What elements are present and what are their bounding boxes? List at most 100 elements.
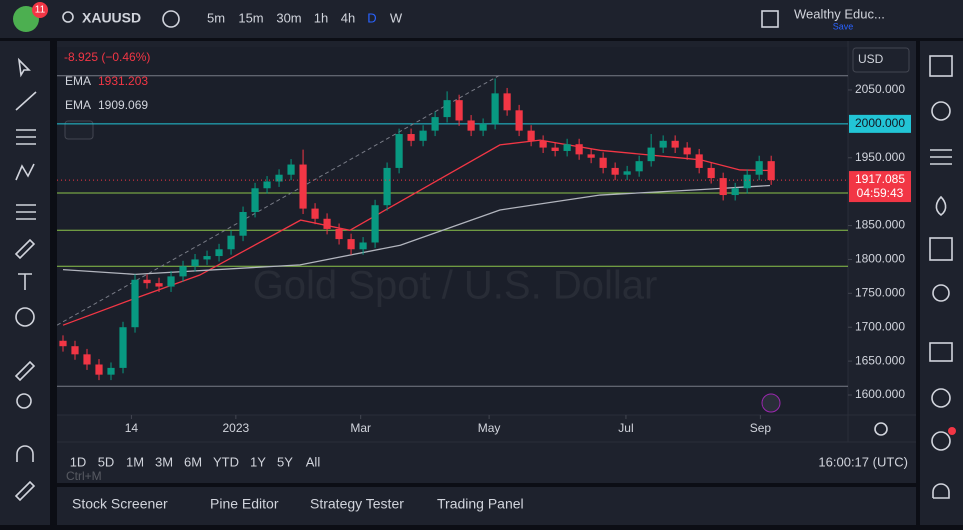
range-button[interactable]: 1Y	[250, 454, 266, 469]
candle-body	[383, 168, 390, 205]
candle-body	[552, 148, 559, 151]
range-button[interactable]: 1M	[126, 454, 144, 469]
panel-tab[interactable]: Strategy Tester	[310, 496, 404, 512]
y-tick-label: 1650.000	[855, 353, 905, 367]
panel-tab[interactable]: Pine Editor	[210, 496, 279, 512]
candle-body	[636, 161, 643, 171]
candle-body	[179, 266, 186, 276]
candle-body	[684, 148, 691, 155]
candle-body	[167, 276, 174, 286]
candle-body	[648, 148, 655, 162]
hint: Ctrl+M	[66, 469, 102, 483]
x-tick-label: Sep	[750, 421, 772, 435]
candle-body	[672, 141, 679, 148]
y-tick-label: 2050.000	[855, 82, 905, 96]
candle-body	[708, 168, 715, 178]
legend-value: 1909.069	[98, 98, 148, 112]
candle-body	[95, 365, 102, 375]
candle-body	[119, 327, 126, 368]
candle-body	[287, 165, 294, 175]
level-label: 2000.000	[855, 116, 905, 130]
range-button[interactable]: 3M	[155, 454, 173, 469]
x-tick-label: May	[478, 421, 501, 435]
interval[interactable]: 1h	[314, 10, 328, 25]
range-button[interactable]: 6M	[184, 454, 202, 469]
candle-body	[299, 165, 306, 209]
candle-body	[71, 346, 78, 354]
countdown: 04:59:43	[857, 186, 904, 200]
interval[interactable]: 5m	[207, 10, 225, 25]
candle-body	[155, 283, 162, 286]
save-label[interactable]: Save	[833, 21, 854, 31]
candle-body	[696, 154, 703, 168]
candle-body	[588, 154, 595, 157]
legend-name: EMA	[65, 74, 91, 88]
interval[interactable]: 15m	[238, 10, 263, 25]
y-tick-label: 1600.000	[855, 387, 905, 401]
interval[interactable]: D	[367, 10, 376, 25]
interval[interactable]: W	[390, 10, 403, 25]
candle-body	[612, 168, 619, 175]
candle-body	[131, 280, 138, 327]
candle-body	[251, 188, 258, 212]
candle-body	[528, 131, 535, 141]
layout-name[interactable]: Wealthy Educ...	[794, 6, 885, 21]
candle-body	[335, 229, 342, 239]
candle-body	[359, 242, 366, 249]
candle-body	[311, 209, 318, 219]
candle-body	[744, 175, 751, 189]
watermark: Gold Spot / U.S. Dollar	[253, 264, 658, 308]
y-tick-label: 1700.000	[855, 319, 905, 333]
range-button[interactable]: 1D	[70, 454, 87, 469]
x-tick-label: Mar	[350, 421, 371, 435]
panel-tab[interactable]: Stock Screener	[72, 496, 168, 512]
right-toolbar	[920, 41, 963, 525]
candle-body	[732, 188, 739, 195]
candle-body	[371, 205, 378, 242]
candle-body	[239, 212, 246, 236]
candle-body	[624, 171, 631, 174]
candle-body	[660, 141, 667, 148]
candle-body	[492, 93, 499, 124]
candle-body	[395, 134, 402, 168]
candle-body	[227, 236, 234, 250]
event-marker[interactable]	[762, 394, 780, 412]
symbol[interactable]: XAUUSD	[82, 10, 141, 26]
panel-tab[interactable]: Trading Panel	[437, 496, 524, 512]
candle-body	[468, 120, 475, 130]
clock: 16:00:17 (UTC)	[818, 454, 908, 469]
interval[interactable]: 4h	[341, 10, 355, 25]
candle-body	[263, 181, 270, 188]
candle-body	[419, 131, 426, 141]
candle-body	[456, 100, 463, 120]
y-tick-label: 1850.000	[855, 218, 905, 232]
candle-body	[576, 144, 583, 154]
range-button[interactable]: 5D	[98, 454, 115, 469]
notification-dot	[948, 427, 956, 435]
range-button[interactable]: All	[306, 454, 321, 469]
candle-body	[540, 141, 547, 148]
x-tick-label: 2023	[222, 421, 249, 435]
currency[interactable]: USD	[858, 52, 884, 66]
y-tick-label: 1750.000	[855, 285, 905, 299]
candle-body	[215, 249, 222, 256]
candle-body	[480, 124, 487, 131]
candle-body	[191, 259, 198, 266]
candle-body	[143, 280, 150, 283]
interval[interactable]: 30m	[276, 10, 301, 25]
candle-body	[347, 239, 354, 249]
badge-count: 11	[35, 5, 46, 16]
candle-body	[83, 354, 90, 364]
y-tick-label: 1950.000	[855, 150, 905, 164]
x-tick-label: 14	[125, 421, 139, 435]
candle-body	[720, 178, 727, 195]
candle-body	[504, 93, 511, 110]
candle-body	[203, 256, 210, 259]
range-button[interactable]: 5Y	[277, 454, 293, 469]
legend-name: EMA	[65, 98, 91, 112]
last-price: 1917.085	[855, 172, 905, 186]
range-button[interactable]: YTD	[213, 454, 239, 469]
candle-body	[443, 100, 450, 117]
